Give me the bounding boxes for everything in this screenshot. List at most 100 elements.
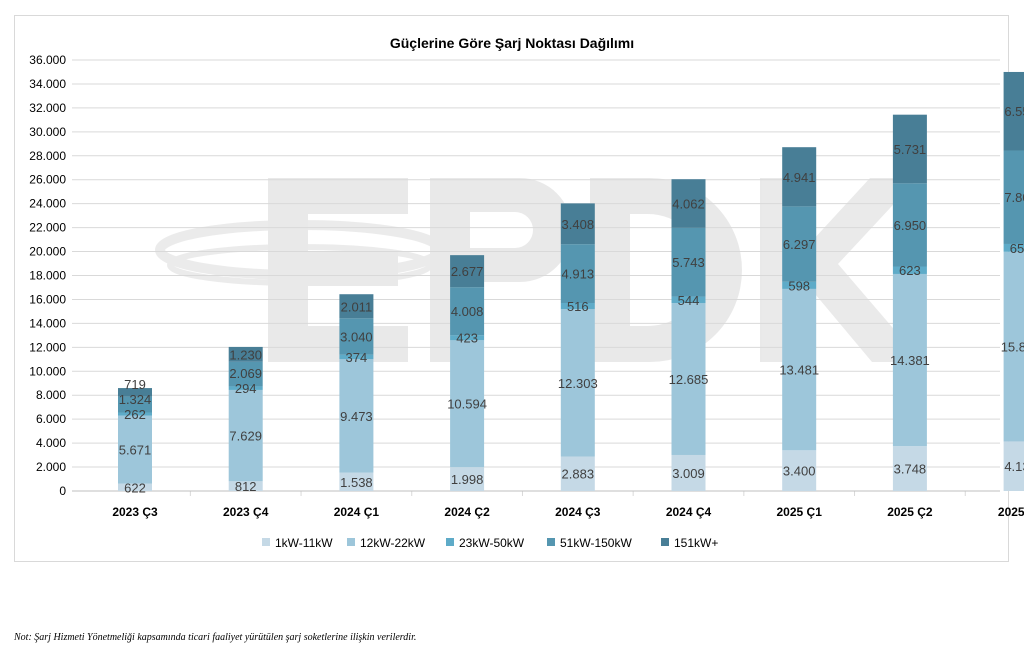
bar-segment bbox=[560, 203, 595, 245]
legend-label: 12kW-22kW bbox=[360, 536, 426, 550]
bar-segment bbox=[339, 294, 374, 319]
y-tick-label: 26.000 bbox=[29, 173, 66, 187]
bar-segment bbox=[339, 472, 374, 491]
data-label: 3.040 bbox=[340, 329, 373, 344]
y-tick-label: 30.000 bbox=[29, 125, 66, 139]
data-label: 623 bbox=[899, 263, 921, 278]
data-label: 6.559 bbox=[1004, 104, 1024, 119]
bar-segment bbox=[560, 456, 595, 491]
bar-segment bbox=[228, 389, 263, 482]
data-label: 3.009 bbox=[672, 466, 705, 481]
stacked-bar-chart: Güçlerine Göre Şarj Noktası Dağılımı 0 2.… bbox=[29, 35, 1024, 550]
data-label: 13.481 bbox=[779, 363, 819, 378]
data-label: 2.011 bbox=[341, 299, 373, 314]
data-label: 7.808 bbox=[1004, 190, 1024, 205]
bar-segment bbox=[450, 255, 485, 288]
data-label: 4.008 bbox=[451, 304, 484, 319]
data-label: 14.381 bbox=[890, 353, 930, 368]
data-label: 7.629 bbox=[229, 429, 262, 444]
legend-label: 1kW-11kW bbox=[275, 536, 333, 550]
bar-segment bbox=[1003, 441, 1024, 491]
bar-segment bbox=[1003, 251, 1024, 442]
y-tick-label: 0 bbox=[59, 484, 66, 498]
x-tick-label: 2024 Ç1 bbox=[334, 505, 380, 519]
data-label: 1.538 bbox=[340, 475, 373, 490]
y-tick-label: 14.000 bbox=[29, 316, 66, 330]
y-tick-label: 2.000 bbox=[36, 460, 66, 474]
data-label: 2.883 bbox=[562, 467, 595, 482]
bar-segment bbox=[1003, 243, 1024, 252]
data-label: 719 bbox=[124, 377, 146, 392]
data-label: 2.677 bbox=[451, 264, 484, 279]
bar-segment bbox=[118, 412, 152, 416]
bar-segment bbox=[228, 346, 263, 362]
bar-segment bbox=[450, 287, 485, 336]
y-tick-label: 16.000 bbox=[29, 292, 66, 306]
y-tick-label: 36.000 bbox=[29, 53, 66, 67]
data-label: 294 bbox=[235, 381, 257, 396]
data-label: 12.303 bbox=[558, 376, 598, 391]
data-label: 3.408 bbox=[562, 217, 595, 232]
data-label: 423 bbox=[456, 331, 478, 346]
legend-label: 23kW-50kW bbox=[459, 536, 525, 550]
y-tick-label: 4.000 bbox=[36, 436, 66, 450]
bar-segment bbox=[671, 227, 706, 297]
data-label: 12.685 bbox=[669, 372, 709, 387]
bar-segment bbox=[671, 179, 706, 228]
data-label: 1.324 bbox=[119, 392, 152, 407]
data-label: 374 bbox=[346, 350, 368, 365]
data-label: 3.400 bbox=[783, 464, 816, 479]
legend-swatch bbox=[347, 538, 355, 546]
y-tick-label: 28.000 bbox=[29, 149, 66, 163]
data-label: 6.950 bbox=[894, 218, 927, 233]
data-label: 4.139 bbox=[1004, 459, 1024, 474]
legend-swatch bbox=[547, 538, 555, 546]
bar-segment bbox=[782, 206, 817, 282]
bar-segment bbox=[671, 296, 706, 304]
legend-label: 51kW-150kW bbox=[560, 536, 632, 550]
x-tick-label: 2025 Ç3 bbox=[998, 505, 1024, 519]
y-tick-label: 22.000 bbox=[29, 221, 66, 235]
y-tick-label: 12.000 bbox=[29, 340, 66, 354]
bar-segment bbox=[339, 354, 374, 360]
data-label: 10.594 bbox=[447, 397, 487, 412]
legend-label: 151kW+ bbox=[674, 536, 718, 550]
bar-segment bbox=[560, 303, 595, 310]
bar-segment bbox=[892, 183, 927, 267]
data-label: 5.671 bbox=[119, 443, 152, 458]
bar-segment bbox=[782, 288, 817, 451]
y-tick-label: 6.000 bbox=[36, 412, 66, 426]
data-label: 5.731 bbox=[894, 142, 927, 157]
bar-segment bbox=[450, 467, 485, 491]
bar-segment bbox=[671, 303, 706, 455]
y-tick-label: 24.000 bbox=[29, 197, 66, 211]
bar-segment bbox=[782, 281, 817, 289]
bar-segment bbox=[450, 340, 485, 468]
y-tick-label: 8.000 bbox=[36, 388, 66, 402]
data-label: 516 bbox=[567, 299, 589, 314]
data-label: 15.842 bbox=[1001, 340, 1024, 355]
data-label: 544 bbox=[678, 293, 700, 308]
bar-segment bbox=[339, 359, 374, 473]
data-label: 9.473 bbox=[340, 409, 373, 424]
bar-segment bbox=[118, 396, 152, 413]
legend-swatch bbox=[446, 538, 454, 546]
bar-segment bbox=[228, 481, 263, 491]
y-tick-label: 34.000 bbox=[29, 77, 66, 91]
bar-segment bbox=[782, 450, 817, 491]
bar-segment bbox=[782, 147, 817, 207]
y-tick-label: 18.000 bbox=[29, 269, 66, 283]
data-label: 598 bbox=[788, 278, 810, 293]
x-tick-label: 2024 Ç4 bbox=[666, 505, 712, 519]
bar-segment bbox=[339, 318, 374, 355]
bar-segment bbox=[892, 446, 927, 491]
bar-segment bbox=[671, 454, 706, 491]
data-label: 5.743 bbox=[672, 255, 705, 270]
bar-segment bbox=[228, 386, 263, 390]
legend-swatch bbox=[661, 538, 669, 546]
data-label: 6.297 bbox=[783, 237, 816, 252]
x-tick-label: 2024 Ç2 bbox=[444, 505, 490, 519]
y-tick-label: 32.000 bbox=[29, 101, 66, 115]
data-label: 4.062 bbox=[672, 197, 705, 212]
data-label: 622 bbox=[124, 480, 146, 495]
